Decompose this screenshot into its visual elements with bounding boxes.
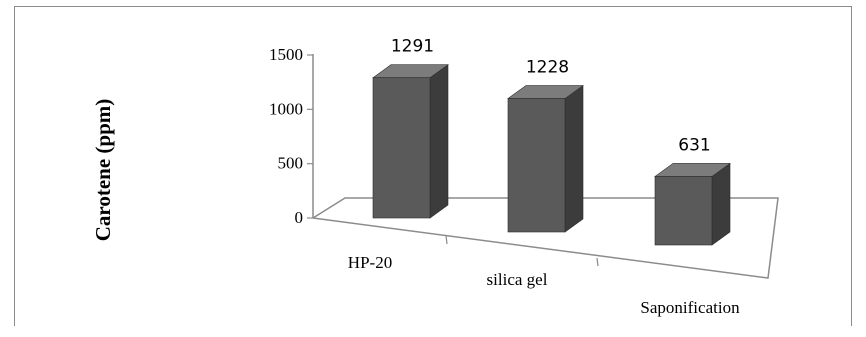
category-label-0: HP-20 [348,253,392,272]
bar-side-1 [564,84,584,233]
category-divider-0 [445,235,448,245]
y-tick-label-1: 500 [278,154,304,173]
bar-front-2 [654,176,713,246]
bars [372,64,731,246]
y-axis-label: Carotene (ppm) [91,99,115,242]
chart-frame [14,6,852,326]
chart-floor-outline [312,197,779,279]
bar-side-0 [429,64,449,219]
bar-1 [507,84,584,233]
data-label-1: 1228 [526,58,569,78]
chart-floor [312,54,779,279]
bar-front-0 [372,77,431,219]
category-label-1: silica gel [487,270,548,289]
data-label-2: 631 [678,135,710,155]
y-tick-label-0: 0 [295,208,304,227]
bar-0 [372,64,449,219]
bar-2 [654,162,731,246]
y-axis: 0 500 1000 1500 [269,45,313,227]
category-label-2: Saponification [640,298,740,317]
data-label-0: 1291 [391,37,434,57]
y-tick-label-2: 1000 [269,99,303,118]
bar-side-2 [711,162,731,246]
data-labels: 1291 1228 631 [391,37,711,156]
y-tick-label-3: 1500 [269,45,303,64]
category-labels: HP-20 silica gel Saponification [348,253,740,317]
category-divider-1 [596,257,599,267]
bar-front-1 [507,98,566,233]
